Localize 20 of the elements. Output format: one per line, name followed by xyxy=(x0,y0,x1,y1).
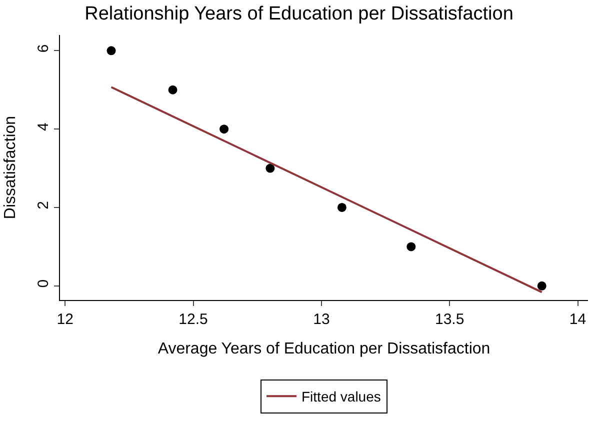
x-axis-title: Average Years of Education per Dissatisfaction xyxy=(158,340,490,358)
point xyxy=(106,46,116,56)
point xyxy=(168,85,178,94)
x-tick-label: 12 xyxy=(56,311,74,328)
y-tick-label: 2 xyxy=(35,201,52,210)
legend-label: Fitted values xyxy=(302,388,381,405)
point xyxy=(266,164,275,173)
x-tick-label: 12.5 xyxy=(178,311,208,328)
chart-title: Relationship Years of Education per Dissatisfaction xyxy=(84,4,514,25)
point xyxy=(337,202,346,212)
point xyxy=(220,124,229,134)
y-tick-label: 6 xyxy=(35,44,52,53)
x-tick-label: 13 xyxy=(313,311,330,328)
y-axis-title: Dissatisfaction xyxy=(2,116,19,220)
y-tick-label: 0 xyxy=(35,279,52,288)
x-tick-label: 13.5 xyxy=(434,311,464,328)
point xyxy=(537,281,546,290)
point xyxy=(406,242,416,252)
y-tick-label: 4 xyxy=(35,122,52,131)
x-tick-label: 14 xyxy=(569,311,586,328)
